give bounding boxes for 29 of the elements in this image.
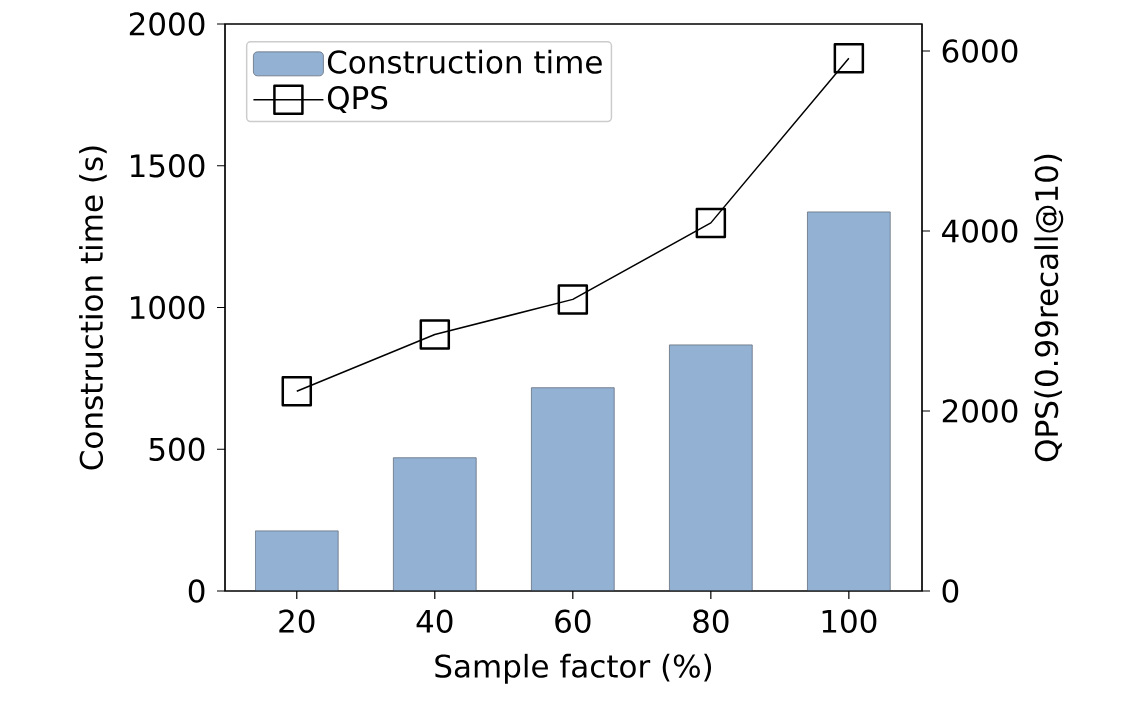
y2-tick-label: 0 (942, 579, 959, 603)
y-tick-label: 1500 (130, 154, 205, 178)
bar (531, 387, 615, 591)
y-axis-title: Construction time (s) (79, 146, 107, 470)
x-tick-label: 60 (555, 609, 591, 633)
x-axis-title: Sample factor (%) (435, 653, 712, 684)
y-tick-label: 500 (149, 437, 205, 461)
x-tick-label: 80 (693, 609, 729, 633)
y-tick-label: 2000 (129, 12, 205, 36)
point (695, 207, 727, 239)
y2-tick-label: 2000 (942, 399, 1018, 423)
point (833, 42, 865, 74)
bar (669, 344, 753, 591)
y2-axis-title: QPS(0.99recall@10) (1034, 154, 1064, 462)
legend-label: QPS (327, 85, 388, 113)
point (557, 284, 589, 315)
x-tick-label: 100 (822, 609, 877, 633)
legend-label: Construction time (327, 49, 602, 74)
y-tick-label: 1000 (130, 295, 205, 320)
x-tick-label: 20 (279, 609, 315, 633)
bar (254, 530, 339, 591)
y-tick-label: 0 (188, 579, 205, 603)
x-tick-label: 40 (416, 609, 453, 633)
point (281, 375, 313, 407)
point (419, 319, 451, 350)
bar (807, 211, 891, 591)
y2-tick-label: 6000 (942, 39, 1018, 63)
bar (392, 457, 477, 591)
y2-tick-label: 4000 (942, 219, 1018, 243)
